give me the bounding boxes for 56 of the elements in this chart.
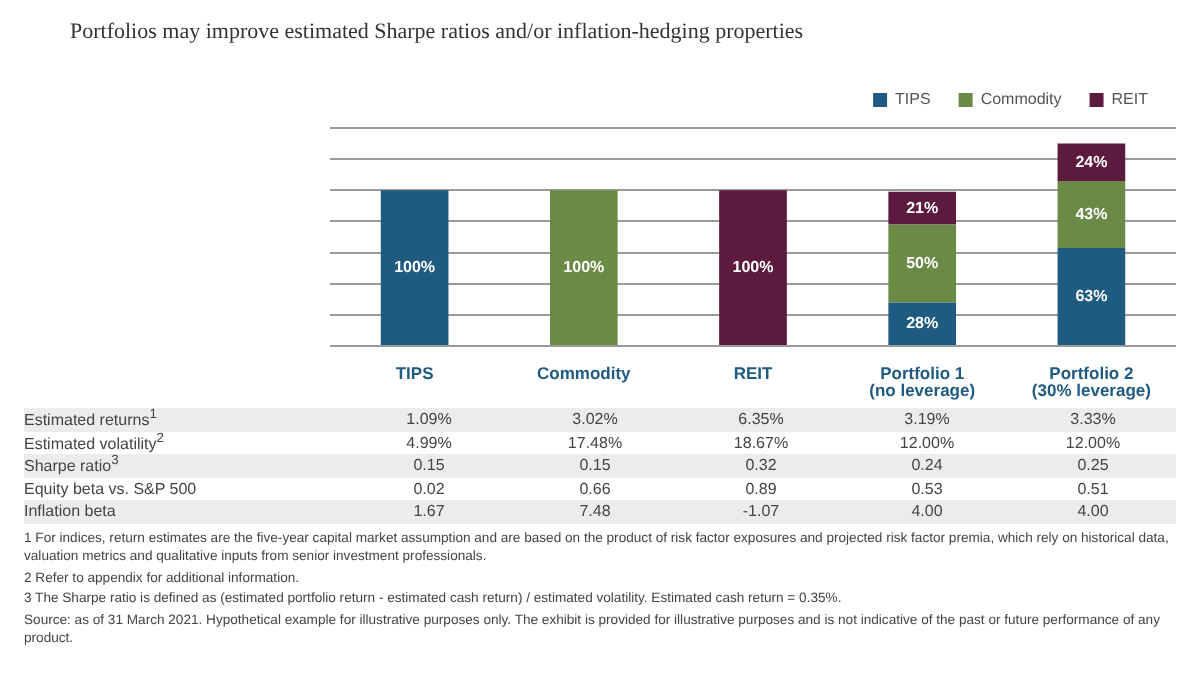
legend-label: REIT bbox=[1111, 90, 1149, 109]
text: 4.00 bbox=[1075, 502, 1111, 521]
bar bbox=[888, 224, 957, 303]
text: 3.33% bbox=[1068, 410, 1118, 429]
text: 0.53 bbox=[909, 479, 945, 498]
data-label: 50% bbox=[906, 253, 939, 272]
x-tick-label: Portfolio 1 (no leverage) bbox=[869, 363, 976, 401]
text: 0.02 bbox=[411, 479, 447, 498]
data-label: 28% bbox=[906, 314, 939, 333]
data-label: 100% bbox=[394, 258, 436, 277]
data-label: 100% bbox=[563, 258, 605, 277]
data-label: 24% bbox=[1075, 152, 1108, 171]
data-label: 43% bbox=[1075, 204, 1108, 223]
text: 0.32 bbox=[743, 456, 779, 475]
text: 18.67% bbox=[731, 433, 791, 452]
bar bbox=[888, 302, 957, 345]
text: 1.67 bbox=[411, 502, 447, 521]
legend-label: TIPS bbox=[895, 90, 931, 109]
data-label: 100% bbox=[732, 258, 774, 277]
text: -1.07 bbox=[740, 502, 782, 521]
text: 0.51 bbox=[1075, 479, 1111, 498]
text: Inflation beta bbox=[24, 502, 118, 521]
bar bbox=[1057, 247, 1126, 345]
text: 0.66 bbox=[577, 479, 613, 498]
text: Estimated returns$^{1}$ bbox=[24, 408, 157, 431]
text: 0.89 bbox=[743, 479, 779, 498]
x-tick-label: TIPS bbox=[395, 363, 435, 384]
text: Sharpe ratio$^{3}$ bbox=[24, 454, 121, 477]
bar bbox=[380, 190, 449, 345]
text: 7.48 bbox=[577, 502, 613, 521]
text: 4.99% bbox=[404, 433, 454, 452]
bar bbox=[1057, 180, 1126, 248]
bar bbox=[888, 191, 957, 225]
data-label: 21% bbox=[906, 198, 939, 217]
chart-title: Portfolios may improve estimated Sharpe ratios and/or inflation-hedging properties bbox=[70, 20, 804, 44]
text: 3.02% bbox=[570, 410, 620, 429]
text: Estimated volatility$^{2}$ bbox=[24, 431, 166, 454]
text: 0.15 bbox=[411, 456, 447, 475]
data-label: 63% bbox=[1075, 286, 1108, 305]
text: Equity beta vs. S&P 500 bbox=[24, 479, 199, 498]
x-tick-label: REIT bbox=[733, 363, 774, 384]
bar bbox=[549, 190, 618, 345]
text: 1.09% bbox=[404, 410, 454, 429]
legend-label: Commodity bbox=[980, 90, 1062, 109]
text: 12.00% bbox=[897, 433, 957, 452]
text: 0.24 bbox=[909, 456, 945, 475]
text: 6.35% bbox=[736, 410, 786, 429]
text: 17.48% bbox=[565, 433, 625, 452]
text: 12.00% bbox=[1063, 433, 1123, 452]
text: 0.15 bbox=[577, 456, 613, 475]
x-tick-label: Commodity bbox=[537, 363, 632, 384]
bar bbox=[719, 190, 787, 345]
text: 0.25 bbox=[1075, 456, 1111, 475]
text: 3.19% bbox=[902, 410, 952, 429]
x-tick-label: Portfolio 2 (30% leverage) bbox=[1031, 363, 1152, 401]
text: 4.00 bbox=[909, 502, 945, 521]
